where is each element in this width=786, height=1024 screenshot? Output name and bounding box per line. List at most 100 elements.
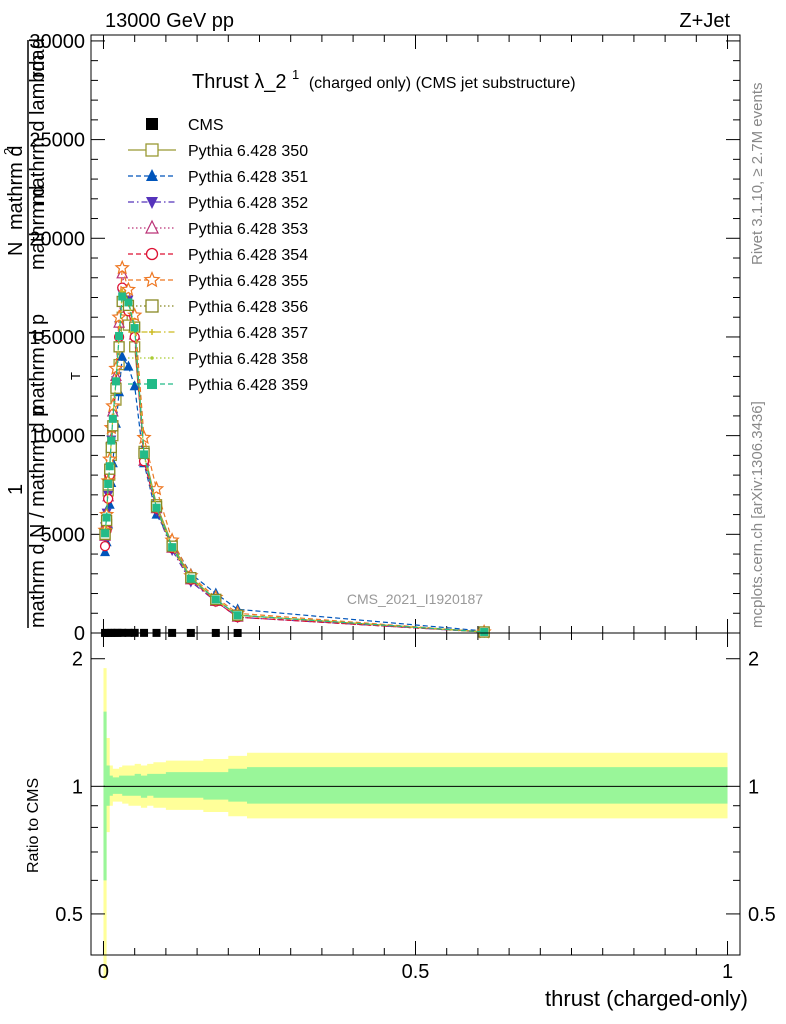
ylabel-numerator-b: mathrm d <box>5 146 27 230</box>
legend-marker <box>145 143 159 157</box>
plot-title-sub: (charged only) (CMS jet substructure) <box>309 75 576 92</box>
series-point <box>102 513 111 522</box>
ylabel-numerator-c: 2 <box>1 148 16 155</box>
header-left: 13000 GeV pp <box>105 10 234 32</box>
series-point <box>124 298 133 307</box>
series-point <box>115 331 124 340</box>
ratio-ytick-label: 1 <box>72 776 83 798</box>
series-point <box>104 479 113 488</box>
series-line <box>104 289 485 633</box>
series-point <box>129 380 140 391</box>
ratio-ytick-label-right: 0.5 <box>748 904 776 926</box>
legend-marker <box>145 299 159 313</box>
ratio-ytick-label: 2 <box>72 649 83 671</box>
series-point <box>186 574 195 583</box>
series-point <box>233 611 242 620</box>
legend: CMS Pythia 6.428 350 Pythia 6.428 351 Pythi… <box>128 117 308 394</box>
legend-marker <box>145 219 159 234</box>
main-series <box>97 259 492 639</box>
series-point <box>107 436 116 445</box>
x-axis-label: thrust (charged-only) <box>545 986 748 1011</box>
ratio-yticks: 0.5 0.5 1 1 2 2 <box>55 649 776 926</box>
ratio-bands <box>103 668 728 980</box>
series-point <box>123 360 134 371</box>
legend-label: Pythia 6.428 350 <box>188 143 308 160</box>
legend-label: CMS <box>188 117 224 134</box>
legend-label: Pythia 6.428 359 <box>188 377 308 394</box>
legend-label: Pythia 6.428 352 <box>188 195 308 212</box>
series-point <box>114 259 130 275</box>
series-line <box>104 267 485 633</box>
series-point <box>99 541 111 552</box>
main-ytick-label: 15000 <box>29 327 85 349</box>
series-point <box>130 324 139 333</box>
main-ytick-label: 25000 <box>29 130 85 152</box>
ylabel-top-fragment: rm d <box>27 38 49 78</box>
legend-label: Pythia 6.428 357 <box>188 325 308 342</box>
main-ytick-label: 10000 <box>29 426 85 448</box>
series-point <box>105 397 121 413</box>
rivet-label: Rivet 3.1.10, ≥ 2.7M events <box>749 83 766 266</box>
series-point <box>108 360 124 376</box>
series-point <box>111 377 120 386</box>
ylabel-numerator-a: 1 <box>5 484 27 495</box>
legend-label: Pythia 6.428 355 <box>188 273 308 290</box>
main-ytick-label: 30000 <box>29 31 85 53</box>
legend-marker <box>150 356 154 360</box>
legend-marker <box>145 247 159 261</box>
legend-marker <box>143 270 161 288</box>
series-line <box>104 295 485 633</box>
main-yticks: 0 5000 10000 15000 20000 25000 30000 <box>29 31 740 645</box>
ylabel-denominator: mathrm d N / mathrm d p <box>27 406 49 628</box>
series-point <box>108 414 117 423</box>
ratio-ytick-label-right: 1 <box>748 776 759 798</box>
series-point <box>136 429 152 445</box>
series-point <box>118 292 127 301</box>
ratio-band-yellow <box>103 668 728 980</box>
ylabel-mid-fragment: mathrm d p <box>27 314 49 415</box>
legend-label: Pythia 6.428 353 <box>188 221 308 238</box>
series-point <box>140 450 149 459</box>
series-line <box>104 354 485 632</box>
series-point <box>105 462 114 471</box>
plot-title-main: Thrust λ_2 <box>192 71 286 93</box>
series-line <box>104 293 485 633</box>
ratio-ylabel: Ratio to CMS <box>25 778 42 873</box>
ratio-xtick-label: 0 <box>98 961 109 983</box>
ratio-ytick-label-right: 2 <box>748 649 759 671</box>
ylabel-small-sub: T <box>68 372 83 380</box>
ratio-xtick-label: 0.5 <box>402 961 430 983</box>
legend-marker <box>146 118 158 130</box>
series-point <box>120 281 137 297</box>
series-line <box>104 292 485 633</box>
series-point <box>168 543 177 552</box>
ylabel-denominator-tail: mathrm d lambda <box>27 49 49 205</box>
legend-label: Pythia 6.428 354 <box>188 247 308 264</box>
series-point <box>101 529 110 538</box>
analysis-watermark: CMS_2021_I1920187 <box>347 591 483 607</box>
ratio-band-green <box>103 711 728 881</box>
legend-marker <box>146 169 158 181</box>
legend-marker <box>147 379 157 389</box>
plot-title: Thrust λ_2 1 (charged only) (CMS jet sub… <box>192 62 576 93</box>
ylabel-numerator-d: N <box>5 242 27 256</box>
series-point <box>480 628 489 637</box>
ratio-xticks: 0 0.5 1 <box>98 633 733 983</box>
legend-marker <box>149 329 155 335</box>
header-right: Z+Jet <box>679 10 730 32</box>
main-ylabel: rm d N mathrm d 2 mathrm d T mathrm d p … <box>1 38 83 628</box>
series-point <box>111 309 127 324</box>
mcplots-label: mcplots.cern.ch [arXiv:1306.3436] <box>749 401 766 628</box>
main-ytick-label: 5000 <box>41 524 86 546</box>
series-point <box>117 350 128 361</box>
series-point <box>211 595 220 604</box>
main-ytick-label: 0 <box>74 623 85 645</box>
legend-label: Pythia 6.428 358 <box>188 351 308 368</box>
legend-label: Pythia 6.428 356 <box>188 299 308 316</box>
legend-label: Pythia 6.428 351 <box>188 169 308 186</box>
legend-marker <box>146 197 158 209</box>
ratio-xtick-label: 1 <box>722 961 733 983</box>
main-ytick-label: 20000 <box>29 228 85 250</box>
ratio-ytick-label: 0.5 <box>55 904 83 926</box>
